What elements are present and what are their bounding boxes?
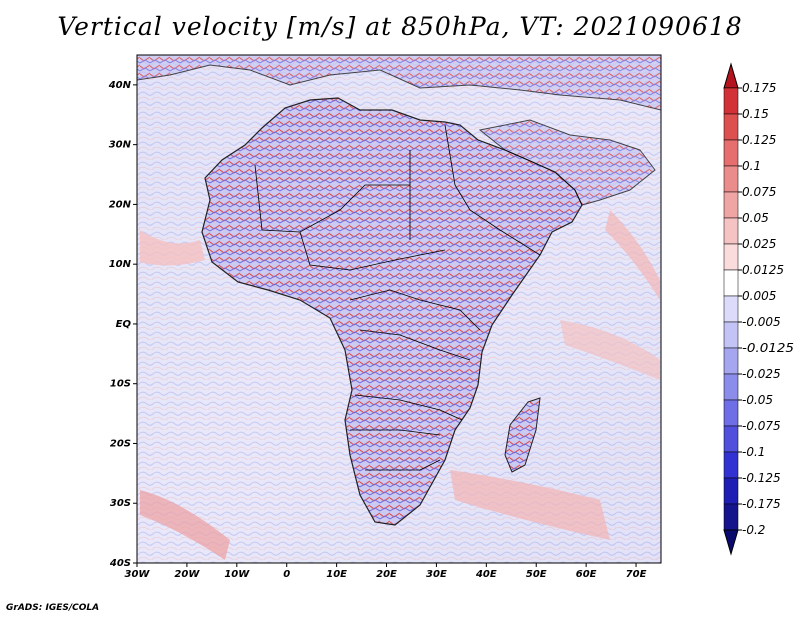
colorbar-swatch: [723, 87, 739, 115]
colorbar-level-label: -0.125: [742, 471, 781, 485]
colorbar-level-label: -0.175: [742, 497, 781, 511]
lon-tick-label: 20W: [174, 569, 200, 580]
lat-tick-label: 10S: [110, 379, 131, 390]
colorbar-level-label: 0.1: [742, 159, 761, 173]
lat-tick-label: 20S: [110, 438, 131, 449]
colorbar-swatch: [723, 399, 739, 427]
lon-tick-label: 50E: [526, 569, 547, 580]
footer-credit: GrADS: IGES/COLA: [6, 603, 100, 613]
colorbar-swatch: [723, 139, 739, 167]
colorbar-level-label: -0.0125: [742, 341, 794, 355]
positive-streak: [560, 320, 660, 380]
colorbar-level-label: 0.15: [742, 107, 769, 121]
country-borders: [254, 124, 541, 471]
colorbar-level-label: -0.005: [742, 315, 781, 329]
africa-landmass: [201, 97, 583, 526]
colorbar-level-label: 0.025: [742, 237, 776, 251]
positive-streak: [605, 210, 660, 300]
colorbar-level-label: 0.075: [742, 185, 776, 199]
chart-title: Vertical velocity [m/s] at 850hPa, VT: 2…: [57, 12, 743, 41]
lat-tick-label: 10N: [109, 259, 132, 270]
colorbar-level-label: 0.125: [742, 133, 776, 147]
plot-frame: [136, 54, 662, 564]
positive-streak: [450, 470, 610, 540]
arabia-landmass: [478, 119, 656, 206]
lon-tick-label: 20E: [376, 569, 397, 580]
lat-tick-label: EQ: [116, 319, 132, 330]
colorbar-swatch: [723, 295, 739, 323]
colorbar-swatch: [723, 451, 739, 479]
lon-tick-label: 30E: [426, 569, 447, 580]
colorbar-swatch: [723, 269, 739, 297]
colorbar-swatch: [723, 165, 739, 193]
colorbar-level-label: -0.025: [742, 367, 781, 381]
colorbar-swatch: [723, 503, 739, 531]
colorbar-swatch: [723, 477, 739, 505]
colorbar-level-label: -0.075: [742, 419, 781, 433]
colorbar-swatch: [723, 321, 739, 349]
colorbar-level-label: 0.0125: [742, 263, 784, 277]
colorbar: 0.175 0.15 0.125 0.1 0.075 0.05 0.025 0.0125 0.0…: [723, 62, 794, 556]
lat-tick-label: 40N: [108, 80, 132, 91]
colorbar-bottom-arrow: [723, 529, 739, 556]
lon-tick-label: 40E: [475, 569, 497, 580]
lat-tick-label: 30S: [110, 498, 131, 509]
field-layer: [137, 55, 661, 563]
lat-tick-label: 30N: [109, 140, 132, 151]
colorbar-swatch: [723, 425, 739, 453]
colorbar-level-label: 0.175: [742, 81, 776, 95]
lon-tick-label: 70E: [626, 569, 647, 580]
lat-tick-label: 40S: [109, 558, 131, 569]
colorbar-swatch: [723, 217, 739, 245]
lon-tick-label: 10E: [326, 569, 347, 580]
colorbar-level-label: 0.05: [742, 211, 769, 225]
europe-landmass: [137, 55, 661, 111]
colorbar-swatch: [723, 243, 739, 271]
lon-tick-label: 0: [283, 569, 290, 580]
madagascar-landmass: [504, 397, 541, 473]
positive-streak: [140, 230, 205, 266]
colorbar-level-label: -0.05: [742, 393, 773, 407]
lon-tick-label: 10W: [224, 569, 250, 580]
lon-tick-label: 60E: [576, 569, 597, 580]
colorbar-swatch: [723, 373, 739, 401]
colorbar-level-label: 0.005: [742, 289, 776, 303]
positive-streak: [140, 490, 230, 560]
colorbar-level-label: -0.2: [742, 523, 765, 537]
lon-tick-label: 30W: [125, 569, 151, 580]
colorbar-level-label: -0.1: [742, 445, 765, 459]
colorbar-top-arrow: [723, 62, 739, 89]
colorbar-swatch: [723, 191, 739, 219]
colorbar-swatch: [723, 113, 739, 141]
lat-tick-label: 20N: [109, 199, 132, 210]
colorbar-swatch: [723, 347, 739, 375]
